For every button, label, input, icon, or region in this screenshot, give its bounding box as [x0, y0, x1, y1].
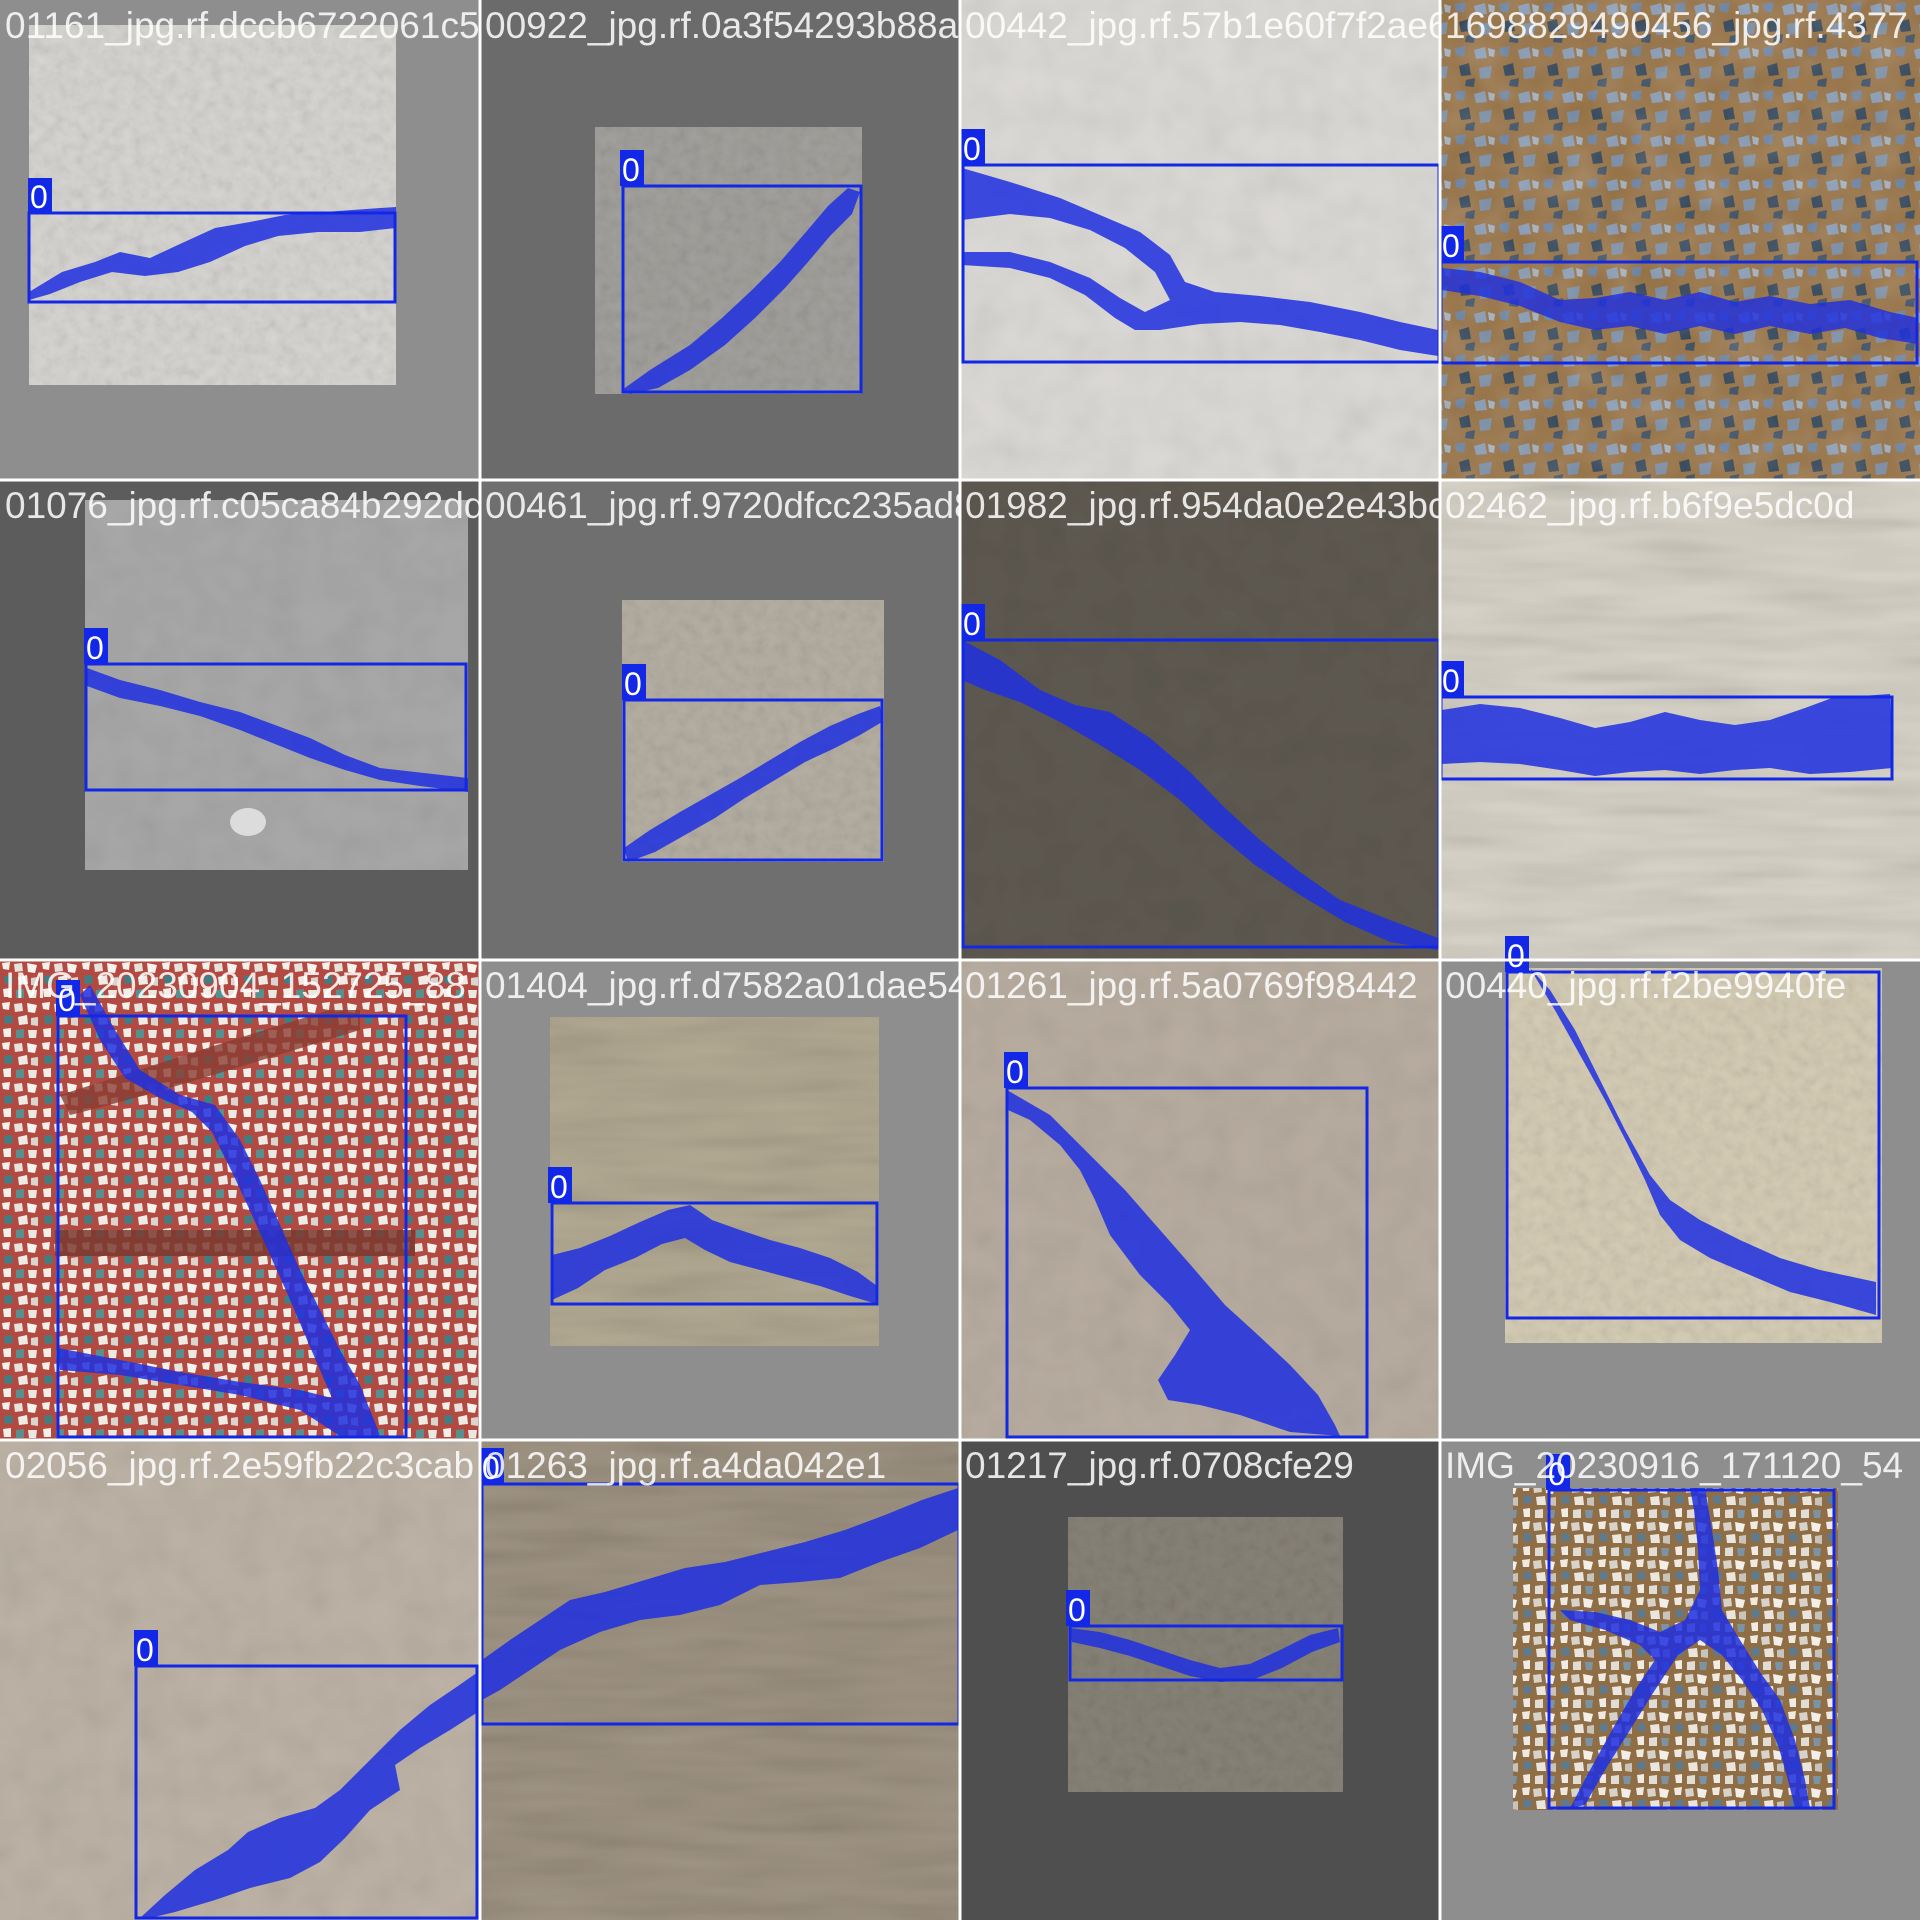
class-tag-label: 0 [622, 152, 640, 188]
class-tag-label: 0 [1068, 1592, 1086, 1628]
class-tag-label: 0 [1507, 938, 1525, 974]
tile-10: 0 01404_jpg.rf.d7582a01dae54 [480, 960, 969, 1440]
bounding-box [1547, 1488, 1836, 1810]
bounding-box [622, 698, 884, 862]
class-tag [961, 129, 985, 165]
tile-filename: 02462_jpg.rf.b6f9e5dc0d [1445, 485, 1854, 526]
class-tag [56, 980, 80, 1016]
crack-mask [1007, 1090, 1340, 1436]
bounding-box [550, 1201, 879, 1306]
class-tag [622, 664, 646, 700]
crack-mask [622, 188, 860, 394]
class-tag [1440, 661, 1464, 697]
class-tag [28, 178, 52, 213]
crack-mask [552, 1205, 877, 1304]
tile-5: 0 01076_jpg.rf.c05ca84b292dd2e66 [0, 480, 567, 960]
tile-16: 0 IMG_20230916_171120_54 [1440, 1440, 1920, 1920]
tile-filename: IMG_20230916_171120_54 [1445, 1445, 1903, 1486]
crack-mask [87, 668, 468, 792]
tile-filename: IMG_20230904_152725_88 [5, 965, 466, 1006]
crack-mask [962, 640, 1438, 950]
class-tag-label: 0 [86, 630, 104, 666]
class-tag-label: 0 [624, 666, 642, 702]
class-tag-label: 0 [1442, 228, 1460, 264]
bounding-box [621, 184, 863, 394]
bounding-box [134, 1664, 479, 1920]
class-tag [480, 1448, 504, 1484]
class-tag-label: 0 [1006, 1054, 1024, 1090]
class-tag-label: 0 [482, 1450, 500, 1486]
crack-mask [1530, 968, 1876, 1315]
class-tag [1004, 1052, 1028, 1088]
class-tag-label: 0 [58, 982, 76, 1018]
tile-12: 0 00440_jpg.rf.f2be9940fe [1440, 936, 1920, 1440]
tile-filename: 01261_jpg.rf.5a0769f98442 [965, 965, 1418, 1006]
class-tag-label: 0 [550, 1169, 568, 1205]
class-tag-label: 0 [963, 131, 981, 167]
bounding-box [56, 1014, 408, 1439]
tile-filename: 1698829490456_jpg.rf.4377 [1445, 5, 1908, 46]
crack-mask [1442, 268, 1918, 344]
crack-mask [29, 207, 396, 300]
tile-filename: 01076_jpg.rf.c05ca84b292dd2e66 [5, 485, 567, 526]
class-tag [1066, 1590, 1090, 1626]
bounding-box [1505, 970, 1881, 1320]
class-tag-label: 0 [136, 1632, 154, 1668]
tile-filename: 00461_jpg.rf.9720dfcc235ad8a3 [485, 485, 1016, 526]
bounding-box [1005, 1086, 1369, 1439]
tile-8: 0 02462_jpg.rf.b6f9e5dc0d [1439, 480, 1920, 960]
tile-filename: 01161_jpg.rf.dccb6722061c5fffed [5, 5, 550, 46]
bounding-box [27, 211, 397, 304]
class-tag [620, 150, 644, 186]
crack-mask [58, 985, 380, 1438]
tile-13: 0 02056_jpg.rf.2e59fb22c3cab [0, 1440, 480, 1920]
tile-filename: 01404_jpg.rf.d7582a01dae54 [485, 965, 969, 1006]
crack-mask [962, 168, 1438, 356]
class-tag [548, 1167, 572, 1203]
class-tag [1546, 1454, 1570, 1490]
tile-1: 0 01161_jpg.rf.dccb6722061c5fffed [0, 0, 550, 480]
tile-6: 0 00461_jpg.rf.9720dfcc235ad8a3 [480, 480, 1016, 960]
crack-mask [140, 1672, 478, 1918]
tile-filename: 02056_jpg.rf.2e59fb22c3cab [5, 1445, 474, 1486]
crack-mask [482, 1488, 958, 1700]
class-tag [134, 1630, 158, 1666]
tile-15: 0 01217_jpg.rf.0708cfe29 [960, 1440, 1440, 1920]
class-tag-label: 0 [1442, 663, 1460, 699]
bounding-box [1068, 1624, 1344, 1682]
class-tag [1505, 936, 1529, 972]
class-tag-label: 0 [1548, 1456, 1566, 1492]
crack-mask [624, 706, 882, 862]
class-tag [961, 604, 985, 640]
tile-7: 0 01982_jpg.rf.954da0e2e43bc6a5f2 [960, 480, 1539, 960]
class-tag [84, 628, 108, 664]
tile-filename: 01217_jpg.rf.0708cfe29 [965, 1445, 1354, 1486]
tile-3: 0 00442_jpg.rf.57b1e60f7f2ae69b2945c [960, 0, 1590, 480]
tile-11: 0 01261_jpg.rf.5a0769f98442 [960, 960, 1440, 1440]
crack-mask [1560, 1488, 1810, 1808]
class-tag-label: 0 [30, 179, 48, 215]
tile-filename: 00440_jpg.rf.f2be9940fe [1445, 965, 1846, 1006]
tile-14: 0 01263_jpg.rf.a4da042e1 [480, 1440, 961, 1920]
tile-9: 0 IMG_20230904_152725_88 [0, 960, 480, 1440]
bounding-box [84, 662, 468, 792]
tile-filename: 01263_jpg.rf.a4da042e1 [485, 1445, 886, 1486]
class-tag [1440, 226, 1464, 262]
crack-mask [1070, 1628, 1340, 1682]
crack-mask [1442, 694, 1892, 776]
class-tag-label: 0 [963, 606, 981, 642]
tile-4: 0 1698829490456_jpg.rf.4377 [1439, 0, 1920, 480]
